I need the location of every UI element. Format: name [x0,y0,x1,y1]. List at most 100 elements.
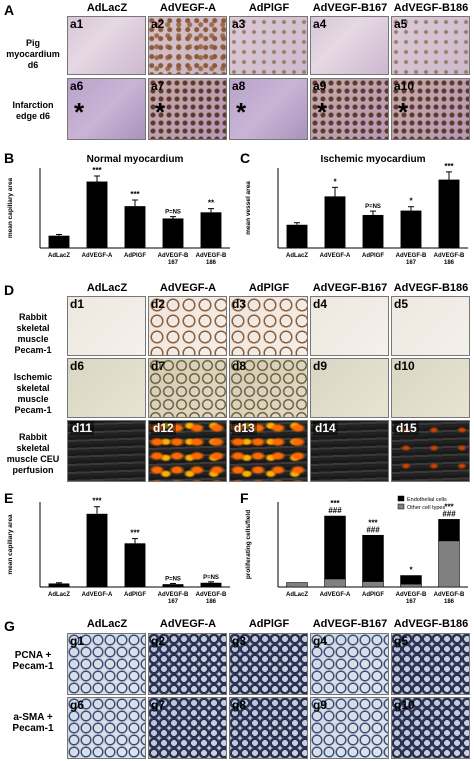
header-adlacz-g: AdLacZ [86,618,128,630]
bar-segment [362,581,384,588]
significance-label: P=NS [165,210,181,216]
x-tick-label: AdPlGF [124,253,146,259]
bar [162,218,184,248]
y-axis-label: mean capillary area [7,177,14,238]
bar-segment [286,582,308,588]
bar [48,235,70,248]
tile-a5: a5 [391,16,470,75]
tile-a8: a8 * [229,78,308,140]
tile-g7: g7 [148,697,227,759]
x-tick-label: 167 [168,260,179,266]
tile-g4: g4 [310,633,389,695]
header-advegfb186: AdVEGF-B186 [393,2,469,14]
tile-d9: d9 [310,358,389,418]
x-tick-label: AdLacZ [48,253,70,259]
significance-label: *** [368,518,378,527]
y-axis-label: mean capillary area [7,514,14,575]
bar [286,224,308,248]
tile-g5: g5 [391,633,470,695]
significance-label: ### [328,506,342,515]
significance-label: *** [444,162,454,171]
header-advegfb167-d: AdVEGF-B167 [312,282,388,294]
chart-f: proliferating cells/fieldAdLacZ***###AdV… [245,495,468,605]
tile-d13: d13 [229,420,308,482]
bar [324,196,346,248]
tile-d5: d5 [391,296,470,356]
significance-label: * [409,197,413,206]
header-adplgf: AdPlGF [248,2,290,14]
bar-segment [400,575,422,585]
tile-a4: a4 [310,16,389,75]
infarct-asterisk: * [398,97,409,127]
significance-label: *** [130,529,140,538]
x-tick-label: AdVEGF-A [320,592,351,598]
row-label-asma: a-SMA + Pecam-1 [12,712,54,734]
bar [124,543,146,587]
infarct-asterisk: * [74,97,85,127]
bar [86,513,108,587]
bar [124,206,146,248]
tile-d15: d15 [391,420,470,482]
header-advegfb186-g: AdVEGF-B186 [393,618,469,630]
header-advegfa: AdVEGF-A [159,2,217,14]
legend-swatch [397,495,405,502]
x-tick-label: AdPlGF [124,592,146,598]
x-tick-label: AdVEGF-B [434,592,465,598]
tile-g1: g1 [67,633,146,695]
tile-a10: a10 * [391,78,470,140]
tile-a6: a6 * [67,78,146,140]
bar [438,179,460,248]
x-tick-label: AdPlGF [362,592,384,598]
bar [48,583,70,587]
infarct-asterisk: * [236,97,247,127]
chart-title: Ischemic myocardium [320,154,425,165]
x-tick-label: AdVEGF-B [158,592,189,598]
tile-g9: g9 [310,697,389,759]
tile-d11: d11 [67,420,146,482]
bar [200,212,222,248]
significance-label: *** [444,502,454,511]
chart-b: Normal myocardium mean capillary area AdLa… [7,154,230,266]
tile-d14: d14 [310,420,389,482]
tile-d1: d1 [67,296,146,356]
x-tick-label: AdVEGF-A [82,592,113,598]
tile-a9: a9 * [310,78,389,140]
significance-label: *** [330,499,340,508]
x-tick-label: 167 [406,260,417,266]
tile-d4: d4 [310,296,389,356]
y-axis-label: mean vessel area [245,181,252,235]
bar-segment [324,515,346,580]
panel-e-letter: E [4,490,14,506]
x-tick-label: 167 [168,599,179,605]
significance-label: P=NS [165,576,181,582]
row-label-infarction-edge: Infarction edge d6 [12,100,54,121]
x-tick-label: AdVEGF-B [196,253,227,259]
x-tick-label: AdLacZ [48,592,70,598]
row-label-ceu-perfusion: Rabbit skeletal muscle CEU perfusion [6,432,60,475]
panel-b-letter: B [4,150,15,166]
header-advegfa-g: AdVEGF-A [159,618,217,630]
tile-d2: d2 [148,296,227,356]
panel-a-letter: A [4,2,15,18]
row-label-pig-myocardium: Pig myocardium d6 [6,38,60,70]
chart-c: Ischemic myocardium mean vessel area AdLac… [245,154,468,266]
x-tick-label: AdLacZ [286,592,308,598]
x-tick-label: AdVEGF-B [396,592,427,598]
header-adplgf-g: AdPlGF [248,618,290,630]
row-label-rabbit-pecam: Rabbit skeletal muscle Pecam-1 [14,312,52,355]
legend-swatch [397,503,405,510]
x-tick-label: AdLacZ [286,253,308,259]
bar-segment [438,519,460,542]
significance-label: *** [92,497,102,506]
tile-d8: d8 [229,358,308,418]
tile-d3: d3 [229,296,308,356]
header-advegfb167: AdVEGF-B167 [312,2,388,14]
significance-label: P=NS [203,575,219,581]
x-tick-label: AdVEGF-B [196,592,227,598]
tile-d10: d10 [391,358,470,418]
legend-label: Endothelial cells [407,497,447,503]
tile-g3: g3 [229,633,308,695]
tile-g8: g8 [229,697,308,759]
chart-e: mean capillary area AdLacZ *** AdVEGF-A *** A… [7,497,230,605]
header-adlacz-d: AdLacZ [86,282,128,294]
